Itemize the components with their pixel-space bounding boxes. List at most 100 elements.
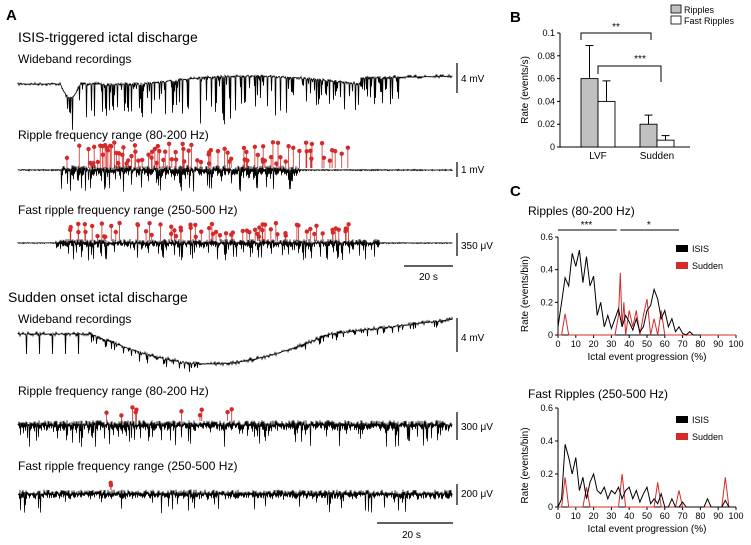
sudden-fastripple-scale: 200 μV [461, 489, 493, 500]
x-axis-label: Ictal event progression (%) [588, 352, 707, 363]
y-axis-label: Rate (events/bin) [520, 256, 531, 332]
legend-label: Ripples [684, 5, 715, 15]
ripple-marker [213, 229, 219, 235]
ripple-marker [275, 232, 280, 237]
ripple-marker [283, 233, 288, 238]
ripple-marker [178, 225, 183, 230]
ripple-marker [308, 226, 313, 232]
ripple-marker [130, 405, 135, 410]
ripple-marker [273, 221, 279, 226]
series-line-isis [557, 249, 701, 336]
ripple-marker [154, 160, 159, 166]
ripple-marker [339, 151, 344, 156]
ripple-marker [333, 226, 338, 231]
sudden-ripple-label: Ripple frequency range (80-200 Hz) [18, 384, 209, 398]
x-tick-label: 90 [713, 339, 723, 349]
isis-section-title: ISIS-triggered ictal discharge [18, 29, 198, 45]
ripple-marker [314, 223, 319, 229]
x-tick-label: 0 [555, 511, 560, 521]
significance-label: * [647, 220, 651, 231]
trace-path [17, 164, 453, 192]
ripple-marker [157, 148, 162, 154]
ripple-marker [139, 157, 145, 163]
legend-swatch [676, 433, 688, 440]
sudden-ripple-trace [17, 405, 453, 447]
significance-label: *** [634, 54, 646, 65]
x-tick-label: 40 [624, 511, 634, 521]
ripple-marker [173, 157, 179, 162]
ripple-marker [161, 157, 166, 163]
isis-ripple-scale: 1 mV [461, 165, 485, 176]
ripple-marker [229, 232, 234, 237]
ripple-marker [87, 160, 93, 166]
isis-wideband-label: Wideband recordings [18, 52, 131, 66]
y-axis-label: Rate (events/s) [520, 56, 531, 124]
ripple-marker [112, 140, 117, 145]
ripple-marker [195, 158, 200, 163]
series-line-sudden [558, 272, 736, 336]
legend-swatch [670, 15, 682, 25]
x-tick-label: 20 [589, 339, 599, 349]
sudden-ripple-scale: 300 μV [461, 422, 493, 433]
y-tick-label: 0.02 [537, 119, 555, 129]
legend-label: Fast Ripples [684, 16, 735, 26]
ripple-marker [143, 229, 149, 234]
y-tick-label: 0.08 [537, 51, 555, 61]
x-tick-label: 70 [678, 511, 688, 521]
trace-path [17, 316, 453, 372]
ripple-marker [257, 225, 262, 230]
ripple-marker [132, 143, 138, 148]
chart-b: 0 0.02 0.04 0.06 0.08 0.1 Rate (events/s) LVF Su… [520, 4, 735, 162]
ripple-marker [198, 159, 204, 165]
x-tick-label: 70 [678, 339, 688, 349]
x-tick-label: 90 [713, 511, 723, 521]
ripple-marker [147, 220, 152, 226]
y-tick-label: 0 [548, 502, 553, 512]
y-tick-label: 0.2 [540, 297, 553, 307]
sudden-section-title: Sudden onset ictal discharge [8, 289, 188, 305]
ripple-marker [133, 409, 138, 415]
ripple-marker [135, 222, 141, 228]
ripple-marker [77, 143, 82, 148]
significance-bracket [597, 65, 662, 82]
trace-path [17, 238, 453, 261]
y-tick-label: 0.04 [537, 96, 555, 106]
isis-fastripple-scale: 350 μV [461, 241, 493, 252]
y-tick-label: 0 [548, 330, 553, 340]
ripple-marker [252, 144, 258, 150]
ripple-marker [206, 152, 211, 157]
x-tick-label: 50 [642, 511, 652, 521]
x-axis-label: Ictal event progression (%) [588, 524, 707, 535]
ripple-marker [217, 233, 223, 238]
ripple-marker [82, 222, 88, 227]
ripple-marker [117, 220, 122, 226]
y-tick-label: 0.6 [540, 232, 553, 242]
ripple-marker [158, 222, 163, 227]
x-tick-label: 80 [695, 339, 705, 349]
panel-label-b: B [510, 9, 521, 26]
significance-bracket [580, 32, 652, 40]
x-tick-label: 60 [660, 511, 670, 521]
ripple-marker [149, 232, 154, 238]
bar [639, 123, 658, 148]
ripple-marker [155, 143, 161, 149]
sudden-time-scale: 20 s [402, 530, 421, 541]
ripple-marker [319, 140, 325, 146]
legend-swatch [676, 245, 688, 252]
ripple-marker [303, 140, 309, 145]
x-tick-label: 10 [571, 511, 581, 521]
isis-time-scale: 20 s [419, 272, 438, 283]
ripple-marker [104, 410, 109, 415]
ripple-marker [206, 161, 212, 166]
ripple-marker [199, 407, 204, 412]
ripple-marker [76, 221, 81, 227]
ripple-marker [186, 148, 191, 153]
ripple-marker [346, 222, 351, 227]
legend-swatch [676, 416, 688, 423]
x-tick-label: 50 [642, 339, 652, 349]
bar [580, 78, 599, 148]
significance-label: *** [581, 220, 593, 231]
ripple-marker [245, 158, 250, 163]
ripple-marker [247, 229, 252, 235]
ripple-marker [241, 145, 247, 151]
